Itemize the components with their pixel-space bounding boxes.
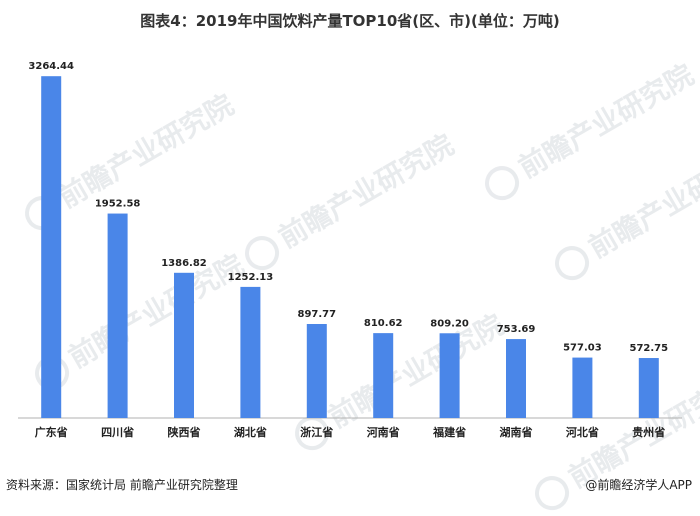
x-tick-label: 湖北省 bbox=[234, 425, 267, 439]
bar-chart: 3264.44 广东省 1952.58 四川省 1386.82 陕西省 1252.13 湖北省… bbox=[18, 61, 682, 439]
bar bbox=[240, 286, 261, 418]
x-tick-label: 贵州省 bbox=[632, 425, 665, 439]
bar bbox=[306, 323, 327, 418]
data-label: 572.75 bbox=[630, 343, 669, 354]
x-tick-label: 湖南省 bbox=[500, 425, 533, 439]
x-tick-label: 河南省 bbox=[367, 425, 400, 439]
data-label: 897.77 bbox=[298, 309, 337, 320]
bar bbox=[41, 76, 62, 418]
bar bbox=[506, 339, 526, 418]
x-tick-label: 广东省 bbox=[35, 425, 68, 439]
x-tick-label: 四川省 bbox=[101, 425, 134, 439]
source-note: 资料来源：国家统计局 前瞻产业研究院整理 bbox=[6, 478, 238, 492]
x-tick-label: 河北省 bbox=[566, 425, 599, 439]
data-label: 1386.82 bbox=[161, 258, 207, 269]
data-label: 753.69 bbox=[497, 324, 536, 335]
bar bbox=[373, 333, 394, 418]
data-label: 3264.44 bbox=[28, 61, 74, 72]
bar bbox=[107, 213, 128, 418]
bar bbox=[638, 358, 659, 418]
bar bbox=[572, 357, 593, 418]
data-label: 810.62 bbox=[364, 318, 403, 329]
data-label: 809.20 bbox=[430, 318, 469, 329]
data-label: 577.03 bbox=[563, 343, 602, 354]
data-label: 1252.13 bbox=[228, 272, 274, 283]
bar bbox=[439, 333, 460, 418]
brand-note: @前瞻经济学人APP bbox=[585, 478, 692, 492]
x-tick-label: 浙江省 bbox=[300, 425, 333, 439]
data-label: 1952.58 bbox=[95, 199, 141, 210]
chart-title: 图表4：2019年中国饮料产量TOP10省(区、市)(单位：万吨) bbox=[140, 12, 560, 30]
x-tick-label: 陕西省 bbox=[168, 425, 201, 439]
bar bbox=[174, 272, 194, 418]
x-tick-label: 福建省 bbox=[432, 425, 466, 439]
